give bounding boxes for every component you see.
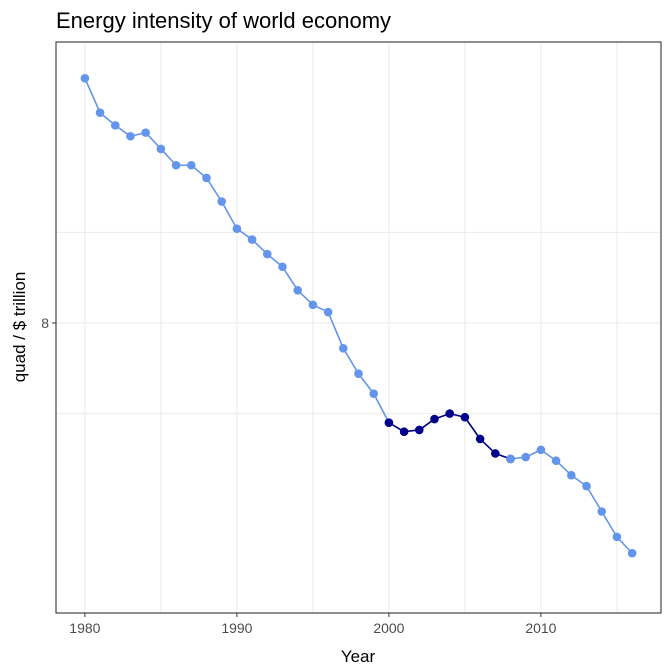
data-point [323,307,333,317]
y-axis-title: quad / $ trillion [10,272,29,383]
chart-title: Energy intensity of world economy [56,8,391,33]
data-point [506,454,515,464]
data-point [521,452,531,462]
series-lines [84,77,633,554]
data-points [80,73,637,558]
data-point [430,414,439,424]
x-axis-title: Year [341,647,376,666]
data-point [399,427,409,437]
data-point [110,121,120,130]
data-point [475,434,485,444]
data-point [262,249,272,259]
data-point [627,548,637,558]
data-point [278,262,287,272]
x-axis-ticks: 1980 1990 2000 2010 [69,613,557,636]
data-point [202,173,211,183]
data-point [232,224,242,234]
data-point [491,449,500,458]
data-point [186,160,196,170]
data-point [247,235,257,244]
y-tick-label: 8 [41,315,49,331]
data-point [567,470,576,480]
data-point [597,507,607,516]
grid-lines [56,42,661,613]
y-axis-ticks: 8 [41,315,56,331]
data-point [156,144,166,154]
data-point [582,481,591,491]
data-point [308,300,318,310]
data-point [415,425,424,435]
x-tick-label: 2000 [373,620,404,636]
data-point [126,131,135,141]
data-point [445,409,455,418]
data-point [460,412,470,422]
data-point [384,418,394,427]
data-point [612,532,622,542]
data-point [141,128,150,137]
data-point [80,73,90,83]
x-tick-label: 1980 [69,620,100,636]
data-point [217,197,226,206]
data-point [95,108,105,117]
data-point [551,456,561,466]
data-point [369,389,379,398]
x-tick-label: 1990 [221,620,252,636]
data-point [536,445,546,455]
plot-panel-border [55,41,662,614]
data-point [171,160,181,170]
data-point [354,369,363,379]
x-tick-label: 2010 [525,620,556,636]
data-point [339,344,348,353]
data-point [293,286,303,295]
